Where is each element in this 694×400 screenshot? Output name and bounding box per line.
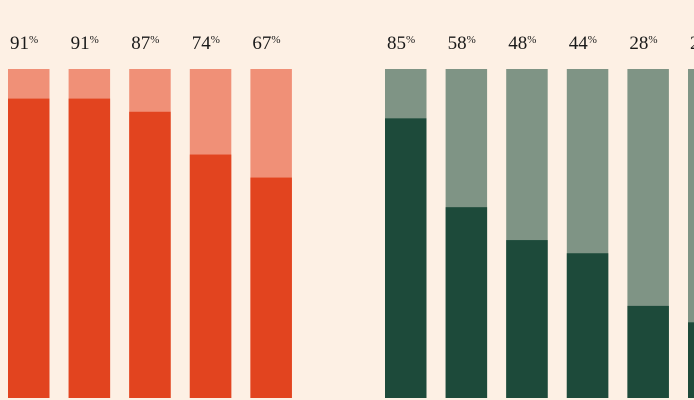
value-label: 91% [71,33,99,54]
value-unit: % [467,34,476,46]
value-label: 74% [192,33,220,54]
value-label: 58% [448,33,476,54]
value-number: 91 [10,33,29,54]
value-number: 87 [131,33,150,54]
bar [189,154,232,398]
value-label: 67% [252,33,280,54]
bar [8,98,50,399]
value-label: 85% [387,33,415,54]
value-unit: % [150,34,159,46]
value-unit: % [271,34,280,46]
value-number: 28 [629,33,648,54]
bar [68,98,111,399]
bar [385,118,427,398]
value-unit: % [588,34,597,46]
bar [627,305,669,398]
bar [688,322,694,398]
bar [250,177,292,398]
value-number: 74 [192,33,212,54]
value-number: 58 [448,33,467,54]
value-unit: % [90,34,99,46]
value-number: 67 [252,33,271,54]
bar [445,207,488,398]
value-unit: % [211,34,220,46]
value-unit: % [648,34,657,46]
value-label: 23% [690,33,694,54]
bar [566,253,609,398]
value-number: 23 [690,33,694,54]
value-unit: % [29,34,38,46]
value-number: 91 [71,33,90,54]
value-unit: % [527,34,536,46]
value-label: 44% [569,33,597,54]
value-label: 87% [131,33,159,54]
value-number: 85 [387,33,406,54]
bar [129,111,171,399]
value-number: 48 [508,33,527,54]
value-unit: % [406,34,415,46]
bar-track [688,69,694,398]
bar [506,240,548,398]
value-number: 44 [569,33,589,54]
value-label: 91% [10,33,38,54]
value-label: 48% [508,33,536,54]
value-label: 28% [629,33,657,54]
